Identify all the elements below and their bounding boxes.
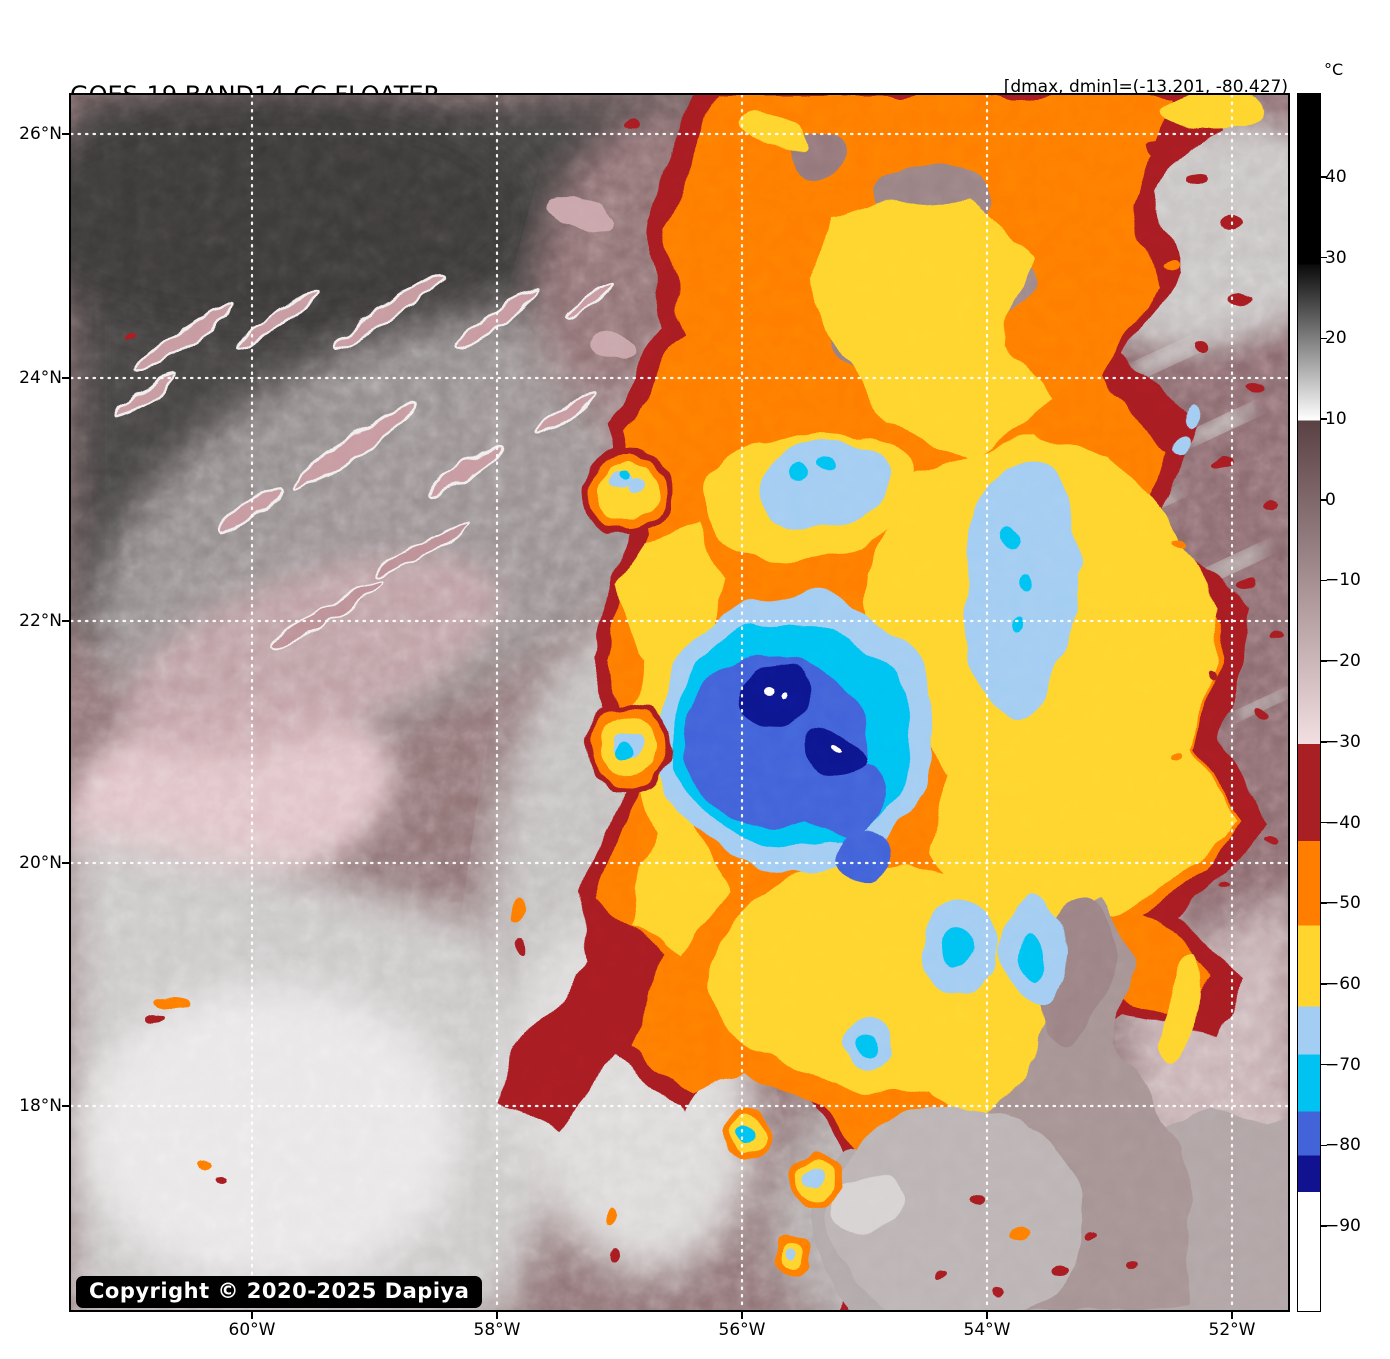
lon-tick-mark (496, 1312, 498, 1319)
lon-tick-mark (986, 1312, 988, 1319)
lat-tick-mark (62, 862, 69, 864)
lon-tick-label: 58°W (473, 1320, 521, 1340)
colorbar-tick-mark (1321, 579, 1327, 582)
copyright-badge: Copyright © 2020-2025 Dapiya (76, 1276, 483, 1308)
colorbar-tick-mark (1321, 337, 1327, 340)
lon-tick-mark (1231, 1312, 1233, 1319)
colorbar-tick-label: −30 (1325, 731, 1361, 752)
colorbar-tick-mark (1321, 418, 1327, 420)
colorbar-tick-label: −20 (1325, 651, 1361, 672)
satellite-imagery (71, 95, 1288, 1310)
lat-tick-mark (62, 620, 69, 622)
lat-tick-label: 18°N (19, 1096, 62, 1116)
colorbar-tick-mark (1321, 1225, 1327, 1227)
colorbar-tick-label: 40 (1325, 167, 1347, 187)
colorbar-tick-mark (1321, 983, 1327, 985)
lat-tick-label: 24°N (19, 368, 62, 388)
colorbar-tick-mark (1321, 176, 1327, 178)
lat-tick-mark (62, 1105, 69, 1107)
colorbar-tick-mark (1321, 1144, 1327, 1147)
satellite-map (69, 93, 1290, 1312)
global-texture-noise (71, 95, 1288, 1310)
lat-tick-label: 20°N (19, 853, 62, 873)
colorbar-tick-label: 30 (1325, 247, 1347, 268)
colorbar-tick-label: −10 (1325, 570, 1361, 591)
colorbar (1297, 93, 1321, 1312)
lon-tick-mark (251, 1312, 253, 1319)
colorbar-tick-label: 0 (1325, 489, 1336, 510)
lon-tick-label: 60°W (228, 1320, 276, 1340)
colorbar-tick-mark (1321, 1063, 1327, 1066)
graticule (71, 95, 1288, 1310)
colorbar-tick-mark (1321, 499, 1327, 501)
colorbar-tick-label: −50 (1325, 893, 1361, 914)
lat-tick-label: 26°N (19, 124, 62, 144)
lon-tick-label: 54°W (963, 1320, 1011, 1340)
colorbar-tick-label: −40 (1325, 812, 1361, 833)
lat-tick-mark (62, 133, 69, 135)
colorbar-tick-mark (1321, 902, 1327, 904)
dmax-dmin-label: [dmax, dmin]=(-13.201, -80.427) (1003, 77, 1288, 97)
colorbar-tick-mark (1321, 256, 1327, 259)
lon-tick-label: 52°W (1208, 1320, 1256, 1340)
colorbar-tick-label: −80 (1325, 1135, 1361, 1156)
colorbar-tick-label: −70 (1325, 1054, 1361, 1075)
colorbar-tick-mark (1321, 660, 1327, 662)
lat-tick-label: 22°N (19, 611, 62, 631)
lon-tick-label: 56°W (718, 1320, 766, 1340)
colorbar-tick-label: −90 (1325, 1215, 1361, 1236)
colorbar-tick-mark (1321, 741, 1327, 743)
colorbar-tick-mark (1321, 821, 1327, 824)
colorbar-tick-label: 20 (1325, 328, 1347, 349)
colorbar-tick-label: −60 (1325, 973, 1361, 994)
colorbar-tick-label: 10 (1325, 409, 1347, 430)
colorbar-unit-label: °C (1324, 60, 1344, 79)
lon-tick-mark (741, 1312, 743, 1319)
lat-tick-mark (62, 377, 69, 379)
